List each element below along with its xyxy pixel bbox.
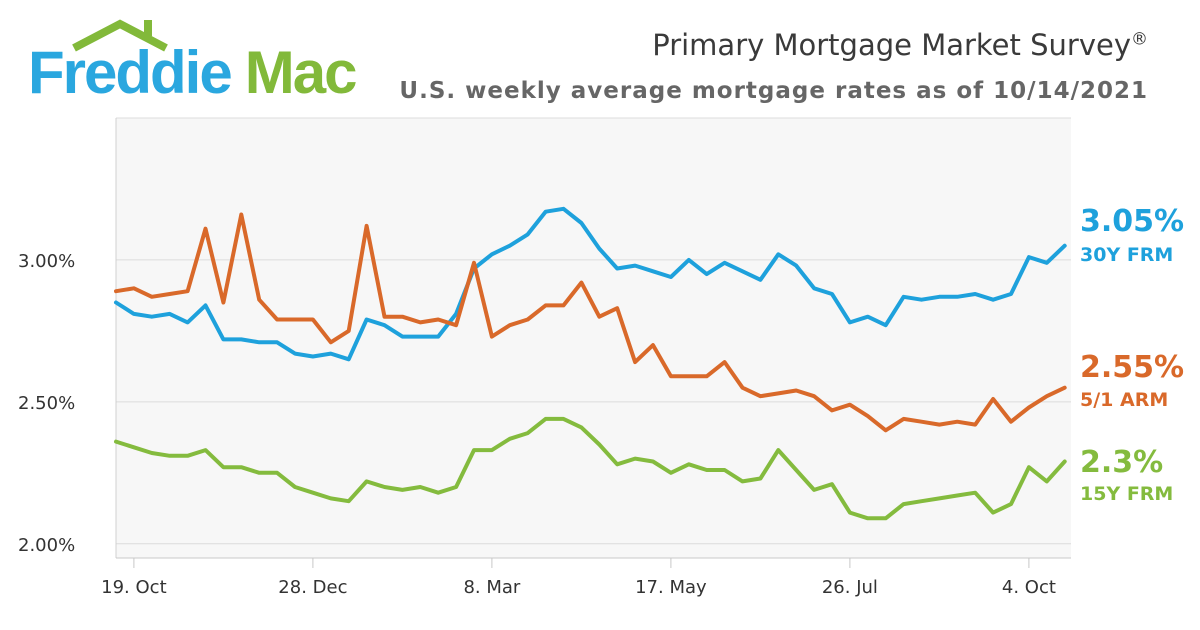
y-axis-ticks: 2.00% 2.50% 3.00% — [18, 251, 75, 556]
y-tick-label: 2.50% — [18, 393, 75, 414]
x-tick-label: 4. Oct — [1002, 577, 1056, 598]
y-tick-label: 3.00% — [18, 251, 75, 272]
gridlines — [116, 117, 1071, 545]
end-labels: 3.05% 30Y FRM 2.55% 5/1 ARM 2.3% 15Y FRM — [1080, 204, 1184, 505]
series-line-5-1-arm — [114, 212, 1067, 433]
x-tick-label: 17. May — [635, 577, 707, 598]
logo-word-freddie: Freddie — [28, 39, 233, 106]
end-value-5-1-arm: 2.55% — [1080, 350, 1184, 385]
end-value-30y-frm: 3.05% — [1080, 204, 1184, 239]
end-name-5-1-arm: 5/1 ARM — [1080, 389, 1168, 411]
house-roof-icon — [72, 19, 168, 52]
series-line-15y-frm — [114, 416, 1067, 521]
logo-word-mac: Mac — [244, 39, 358, 106]
x-tick-label: 28. Dec — [278, 577, 347, 598]
plot-background — [116, 118, 1071, 558]
x-tick-label: 19. Oct — [101, 577, 166, 598]
end-value-15y-frm: 2.3% — [1080, 445, 1163, 480]
chart-title-text: Primary Mortgage Market Survey — [652, 28, 1131, 62]
registered-mark: ® — [1131, 29, 1148, 50]
chart-title: Primary Mortgage Market Survey® — [652, 28, 1148, 62]
end-name-30y-frm: 30Y FRM — [1080, 244, 1173, 266]
x-axis-ticks: 19. Oct 28. Dec 8. Mar 17. May 26. Jul 4. Oct — [101, 558, 1056, 598]
y-tick-label: 2.00% — [18, 535, 75, 556]
x-tick-label: 26. Jul — [822, 577, 878, 598]
series-lines — [114, 206, 1067, 521]
series-line-30y-frm — [114, 206, 1067, 362]
end-name-15y-frm: 15Y FRM — [1080, 483, 1173, 505]
freddie-mac-logo[interactable]: Freddie Mac — [28, 18, 388, 108]
x-tick-label: 8. Mar — [463, 577, 520, 598]
chart-subtitle: U.S. weekly average mortgage rates as of… — [399, 78, 1148, 104]
logo-wordmark: Freddie Mac — [28, 38, 358, 108]
